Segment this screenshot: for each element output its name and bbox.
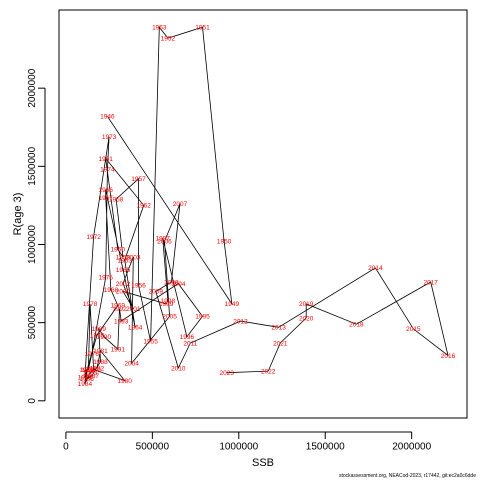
point-label-2012: 2012 [233,318,248,325]
y-axis-label: R(age 3) [12,193,24,236]
point-label-1995: 1995 [195,314,210,321]
point-label-2010: 2010 [171,365,186,372]
x-tick-label: 2000000 [392,441,431,452]
point-label-2005: 2005 [162,314,177,321]
point-label-1946: 1946 [100,114,115,121]
point-label-1977: 1977 [81,367,96,374]
footnote: stockassessment.org, NEACod-2023, r17442… [339,473,476,479]
y-tick-label: 1000000 [27,225,38,264]
point-label-2020: 2020 [299,315,314,322]
y-tick-label: 500000 [27,305,38,339]
point-label-1993: 1993 [114,318,129,325]
point-label-1972: 1972 [86,234,101,241]
point-label-1998: 1998 [161,298,176,305]
point-label-2011: 2011 [183,340,197,347]
point-label-1957: 1957 [131,176,146,183]
point-label-1950: 1950 [217,239,232,246]
point-label-1986: 1986 [79,376,94,383]
series-line [84,26,449,384]
point-label-1968: 1968 [104,287,119,294]
point-label-1960: 1960 [111,247,126,254]
point-label-1994: 1994 [171,281,186,288]
point-label-2016: 2016 [441,353,456,360]
point-label-1989: 1989 [92,326,107,333]
x-tick-label: 1000000 [219,441,258,452]
point-label-2017: 2017 [423,279,438,286]
point-label-1982: 1982 [90,365,105,372]
y-axis: 0 500000 1000000 1500000 2000000 [27,68,46,404]
x-tick-label: 500000 [136,441,170,452]
point-label-1996: 1996 [180,334,195,341]
point-label-1987: 1987 [85,373,100,380]
point-label-1981: 1981 [93,348,108,355]
point-label-1970: 1970 [90,332,105,339]
point-label-1949: 1949 [225,301,240,308]
point-labels: 1946 1949 1950 1951 1952 1953 1955 1956 1957 1958… [78,25,456,388]
point-label-1962: 1962 [136,203,151,210]
series-path [84,26,449,384]
point-label-1984: 1984 [78,381,93,388]
point-label-1953: 1953 [152,25,167,32]
point-label-2009: 2009 [149,289,164,296]
point-label-2022: 2022 [261,368,276,375]
point-label-1985: 1985 [79,367,94,374]
x-axis: 0 500000 1000000 1500000 2000000 [63,431,432,452]
point-label-1973: 1973 [102,134,117,141]
point-label-2018: 2018 [349,322,364,329]
point-label-1978: 1978 [83,301,98,308]
plot-frame [58,9,468,419]
point-label-2013: 2013 [271,325,286,332]
point-label-1999: 1999 [159,301,174,308]
point-label-1963: 1963 [117,257,132,264]
point-label-1979: 1979 [86,367,101,374]
point-label-1974: 1974 [100,167,115,174]
point-label-1983: 1983 [83,370,98,377]
point-label-2007: 2007 [173,201,188,208]
point-label-2001: 2001 [126,306,141,313]
point-label-2019: 2019 [299,301,314,308]
point-label-1988: 1988 [93,359,108,366]
point-label-2002: 2002 [116,281,131,288]
point-label-1990: 1990 [97,334,112,341]
point-label-2008: 2008 [164,279,179,286]
point-label-1992: 1992 [112,306,127,313]
point-label-1980: 1980 [117,378,132,385]
point-label-1991: 1991 [111,347,126,354]
y-tick-label: 2000000 [27,68,38,107]
point-label-2023: 2023 [219,370,234,377]
point-label-2015: 2015 [406,326,421,333]
point-label-2021: 2021 [273,340,288,347]
point-label-1961: 1961 [98,156,113,163]
point-label-1955: 1955 [143,339,158,346]
point-label-2003: 2003 [126,254,141,261]
point-label-1975: 1975 [98,275,113,282]
point-label-2006: 2006 [157,239,172,246]
point-label-1965: 1965 [116,267,131,274]
x-tick-label: 1500000 [306,441,345,452]
point-label-1959: 1959 [116,254,131,261]
point-label-1956: 1956 [131,282,146,289]
point-label-1997: 1997 [155,236,170,243]
point-label-1952: 1952 [161,35,176,42]
y-tick-label: 0 [27,398,38,404]
point-label-2014: 2014 [368,265,383,272]
point-label-1969: 1969 [111,303,126,310]
x-tick-label: 0 [63,441,69,452]
point-label-1976: 1976 [85,351,100,358]
y-tick-label: 1500000 [27,146,38,185]
point-label-1964: 1964 [128,325,143,332]
point-label-1967: 1967 [98,195,113,202]
x-axis-label: SSB [252,457,274,469]
point-label-2004: 2004 [124,361,139,368]
point-label-1966: 1966 [98,187,113,194]
point-label-1958: 1958 [109,196,124,203]
point-label-1951: 1951 [195,25,210,32]
point-label-1971: 1971 [78,375,93,382]
point-label-2000: 2000 [116,289,131,296]
